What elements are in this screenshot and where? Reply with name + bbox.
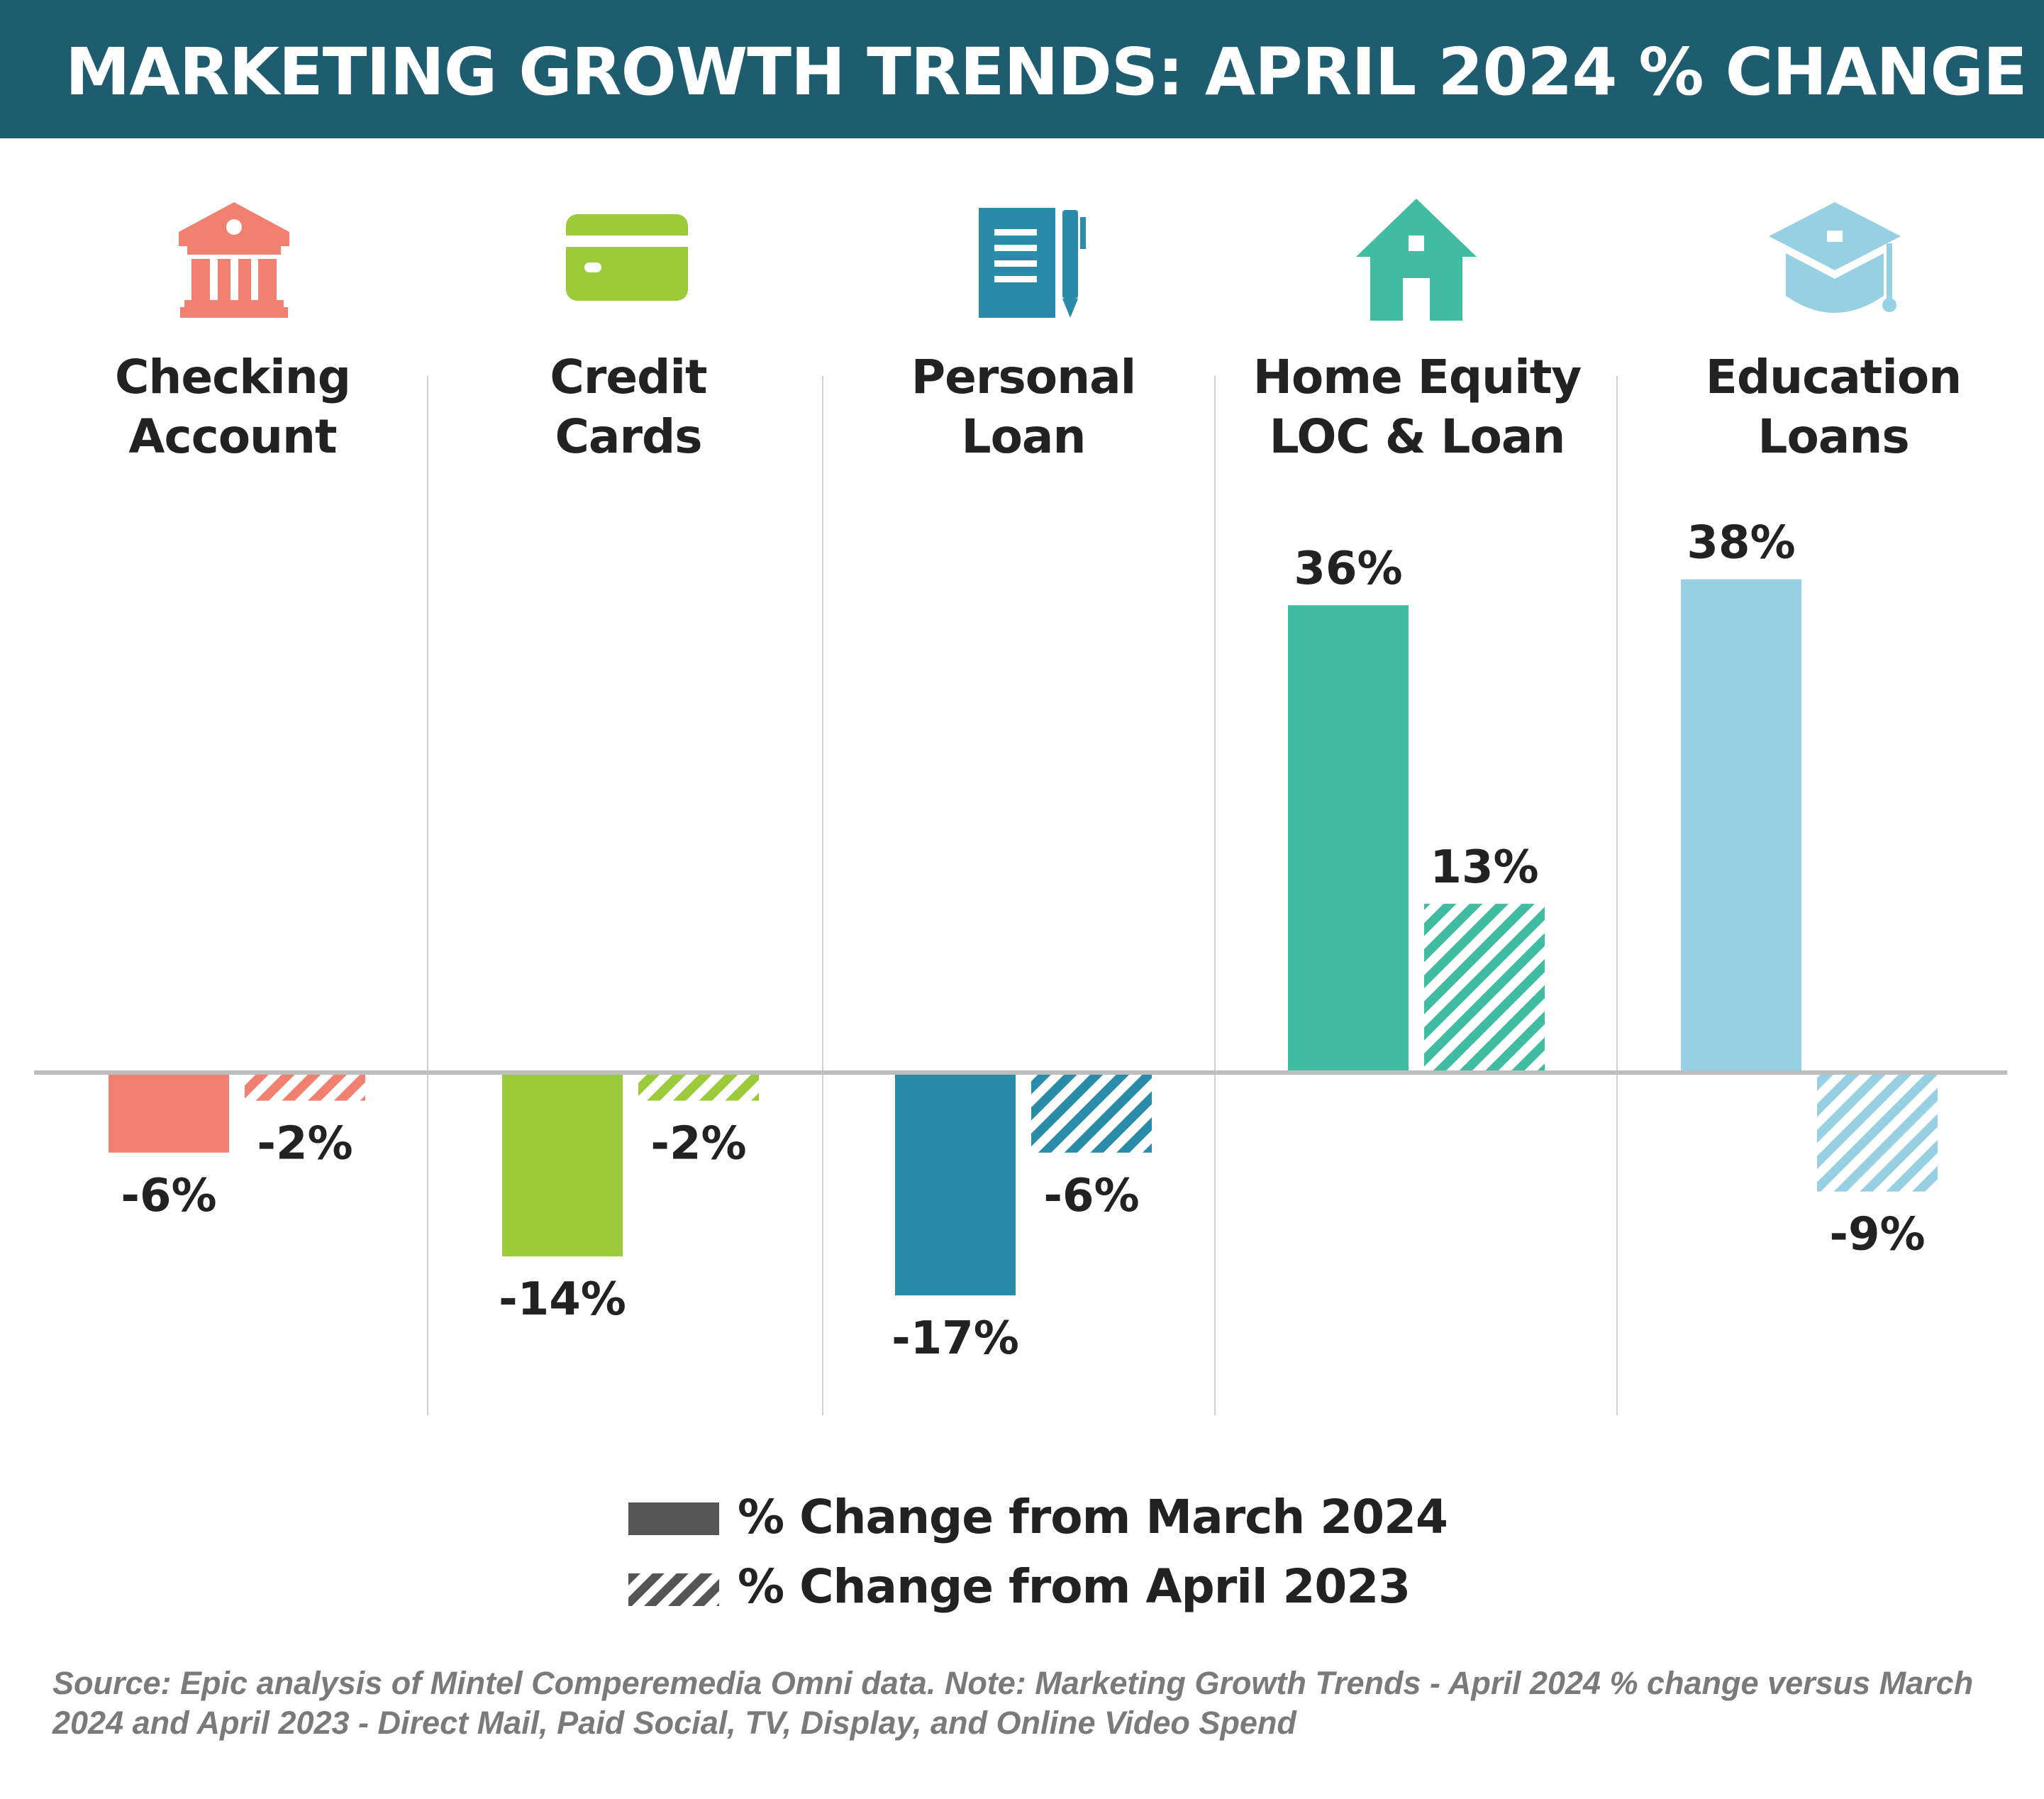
category-label-home-equity: Home Equity LOC & Loan [1240, 348, 1594, 467]
bar-april2023-4 [1424, 904, 1545, 1073]
category-label-line2: Account [128, 409, 337, 464]
legend-solid-swatch [628, 1502, 719, 1535]
data-label: -6% [1043, 1170, 1139, 1222]
data-label: -2% [257, 1118, 352, 1170]
title-banner: MARKETING GROWTH TRENDS: APRIL 2024 % CH… [0, 0, 2044, 138]
bar-march-2 [502, 1075, 623, 1257]
bar-april2023-2 [638, 1075, 759, 1101]
source-note: Source: Epic analysis of Mintel Comperem… [52, 1665, 1974, 1741]
category-label-line1: Personal [911, 350, 1136, 404]
category-label-line1: Checking [114, 350, 351, 404]
category-label-education: Education Loans [1656, 348, 2011, 467]
category-label-checking: Checking Account [55, 348, 410, 467]
bar-april2023-1 [245, 1075, 365, 1101]
category-label-personal: Personal Loan [846, 348, 1201, 467]
bank-icon [179, 202, 289, 318]
category-label-line1: Credit [550, 350, 707, 404]
document-pen-icon [979, 208, 1086, 318]
category-label-line2: LOC & Loan [1269, 409, 1566, 464]
bar-march-3 [895, 1075, 1016, 1296]
data-label: 36% [1294, 543, 1402, 595]
bar-april2023-5 [1817, 1075, 1938, 1192]
category-label-line1: Education [1705, 350, 1962, 404]
data-label: -6% [121, 1170, 216, 1222]
category-label-line1: Home Equity [1252, 350, 1582, 404]
data-label: -17% [892, 1312, 1019, 1365]
house-icon [1356, 199, 1477, 321]
bar-april2023-3 [1031, 1075, 1152, 1153]
legend-hatched-swatch [628, 1573, 719, 1606]
data-label: -9% [1829, 1209, 1925, 1261]
category-label-credit: Credit Cards [451, 348, 806, 467]
bar-march-5 [1681, 579, 1801, 1073]
data-label: 13% [1430, 841, 1538, 894]
data-label: -14% [499, 1273, 626, 1326]
credit-card-icon [566, 214, 688, 301]
page-title: MARKETING GROWTH TRENDS: APRIL 2024 % CH… [65, 34, 2028, 110]
legend-hatched-label: % Change from April 2023 [738, 1559, 1411, 1614]
graduation-cap-icon [1769, 202, 1901, 313]
legend-solid-label: % Change from March 2024 [738, 1490, 1448, 1544]
data-label: 38% [1687, 517, 1795, 570]
category-label-line2: Loan [961, 409, 1087, 464]
bar-march-4 [1288, 605, 1409, 1073]
data-label: -2% [650, 1118, 746, 1170]
bar-march-1 [109, 1075, 229, 1153]
category-label-line2: Cards [555, 409, 702, 464]
category-label-line2: Loans [1757, 409, 1909, 464]
